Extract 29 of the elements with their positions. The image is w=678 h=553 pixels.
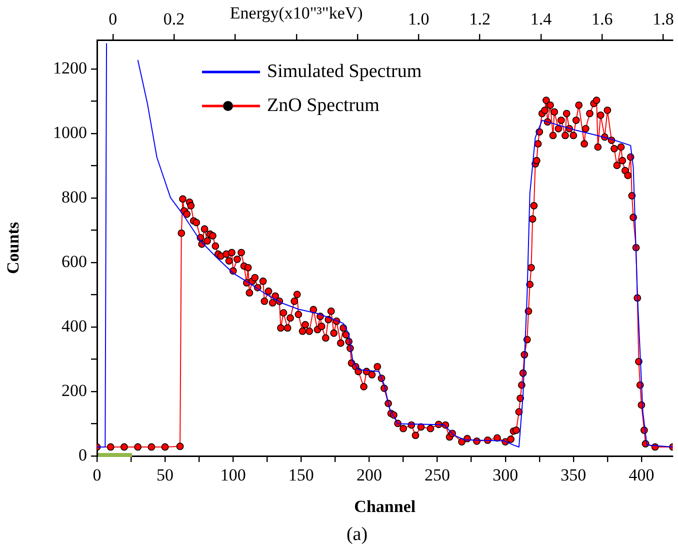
x-tick-label: 200 [356, 466, 382, 485]
y-tick-label: 200 [62, 380, 87, 400]
x-tick-label: 100 [220, 466, 246, 485]
y-tick-label: 800 [62, 187, 87, 206]
y-tick-label: 1000 [53, 122, 87, 142]
x-tick-label: 50 [156, 466, 174, 485]
x2-tick-label: 1.6 [592, 9, 613, 28]
x2-axis-title: Energy(x10"³"keV) [230, 3, 363, 22]
y-tick-label: 0 [78, 445, 87, 464]
y-tick-label: 600 [62, 252, 87, 271]
legend-label: Simulated Spectrum [267, 60, 422, 82]
x-tick-label: 250 [424, 466, 450, 485]
legend-label: ZnO Spectrum [267, 94, 380, 116]
y-tick-label: 1200 [53, 58, 87, 78]
x-tick-label: 350 [560, 466, 586, 485]
text: (a) [345, 524, 369, 546]
x-tick-label: 300 [492, 466, 518, 485]
x2-tick-label: 1.4 [530, 9, 552, 28]
y-axis-title: Counts [4, 222, 23, 274]
x2-tick-label: 1.8 [652, 9, 674, 28]
x-tick-label: 150 [288, 466, 314, 485]
x2-tick-label: 0 [108, 9, 118, 28]
x-axis-title: Channel [354, 497, 416, 516]
x2-tick-label: 0.2 [163, 9, 185, 28]
x-tick-label: 0 [92, 466, 102, 485]
x-tick-label: 400 [628, 466, 654, 485]
x2-tick-label: 1.0 [408, 9, 430, 28]
x2-tick-label: 1.2 [469, 9, 490, 28]
y-tick-label: 400 [62, 316, 87, 336]
